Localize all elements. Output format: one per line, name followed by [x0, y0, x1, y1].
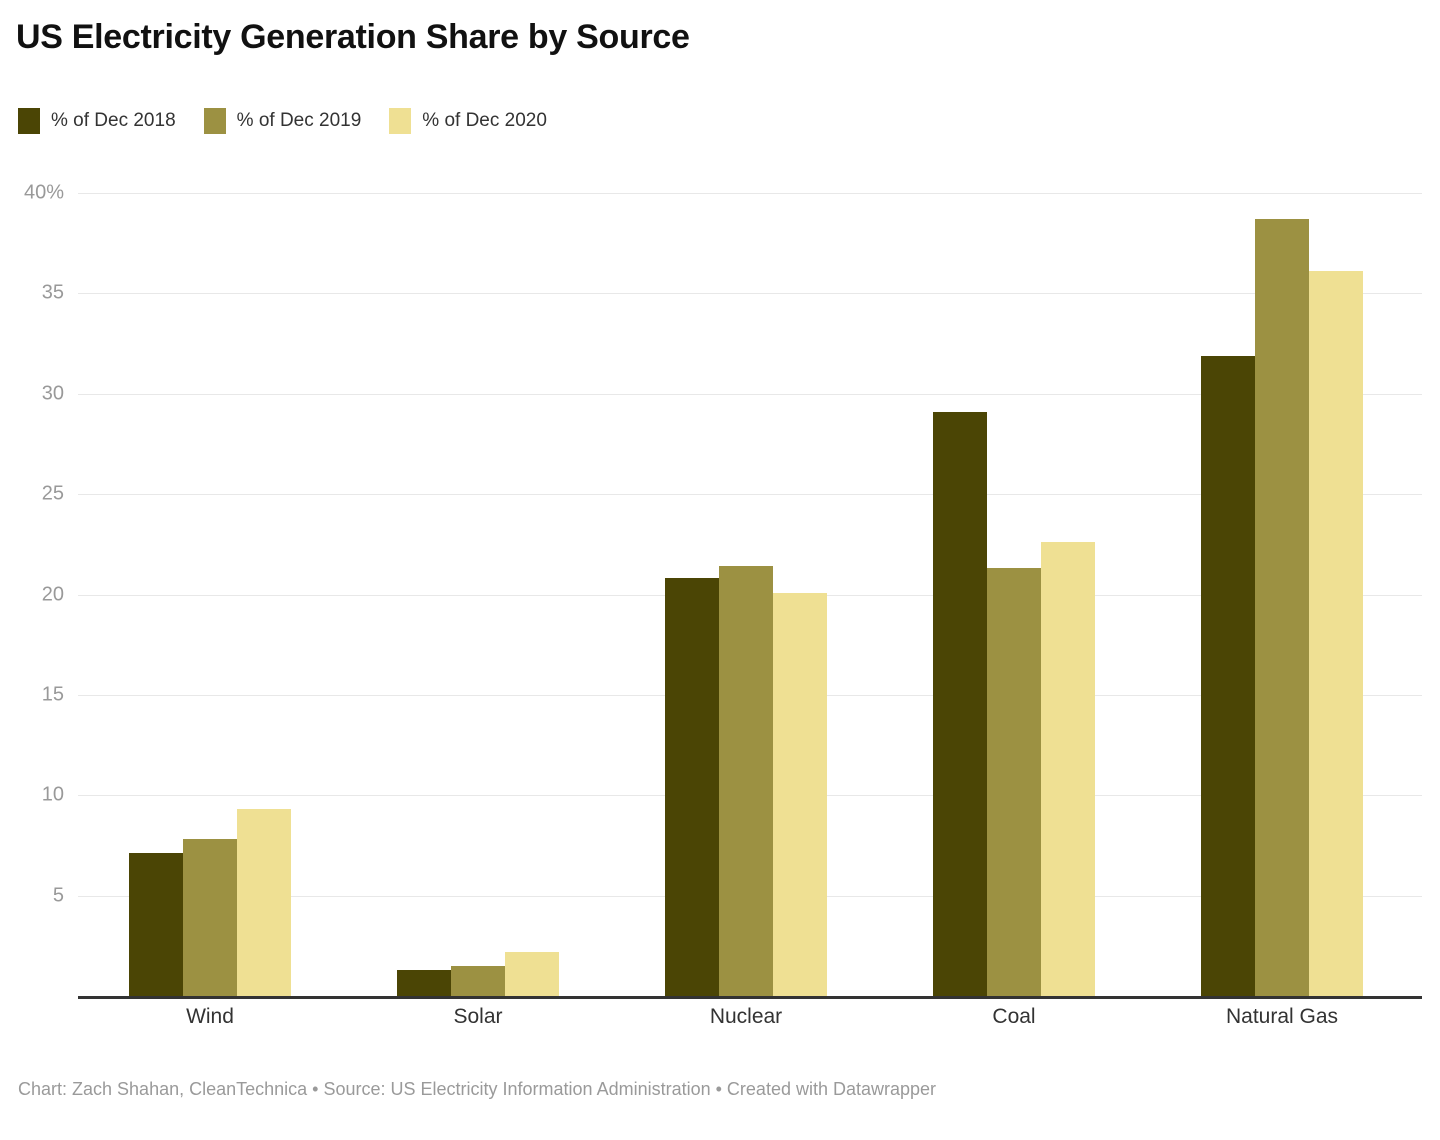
legend-swatch-icon — [389, 108, 412, 134]
gridline — [78, 193, 1422, 194]
legend-item[interactable]: % of Dec 2020 — [389, 108, 547, 134]
bar[interactable] — [397, 969, 451, 996]
bar[interactable] — [237, 809, 291, 996]
x-axis-labels: Wind Solar Nuclear Coal Natural Gas — [78, 1005, 1422, 1045]
bar[interactable] — [719, 566, 773, 996]
gridline — [78, 393, 1422, 395]
y-axis-tick-label: 35 — [41, 281, 64, 304]
y-axis-tick-label: 10 — [41, 783, 64, 806]
plot-area: 40% 35 30 25 20 15 10 5 Wind Solar Nuclear Coal Nat… — [24, 182, 1422, 1028]
y-axis-tick-label: 20 — [41, 583, 64, 605]
y-axis-tick-label: 30 — [41, 382, 64, 405]
bar[interactable] — [1255, 219, 1309, 996]
bar[interactable] — [183, 839, 237, 996]
bar[interactable] — [1309, 271, 1363, 996]
gridline — [78, 293, 1422, 295]
gridline — [78, 494, 1422, 496]
x-axis-tick-label: Nuclear — [709, 1005, 783, 1028]
y-axis-tick-label: 40% — [23, 181, 64, 204]
y-axis-tick-label: 5 — [52, 884, 64, 907]
chart-footer-credit: Chart: Zach Shahan, CleanTechnica • Sour… — [18, 1079, 937, 1099]
bar[interactable] — [1041, 542, 1095, 996]
legend-swatch-icon — [203, 108, 226, 134]
legend-label: % of Dec 2019 — [236, 110, 362, 131]
bar[interactable] — [987, 568, 1041, 996]
x-axis-tick-label: Solar — [453, 1005, 503, 1028]
chart-title: US Electricity Generation Share by Sourc… — [16, 18, 690, 56]
legend-item[interactable]: % of Dec 2019 — [203, 108, 362, 134]
x-axis-tick-label: Coal — [992, 1005, 1036, 1028]
bar[interactable] — [773, 592, 827, 996]
legend-label: % of Dec 2018 — [51, 110, 176, 131]
bar[interactable] — [1201, 355, 1255, 996]
legend-swatch-icon — [18, 108, 40, 134]
bar[interactable] — [129, 853, 183, 996]
y-axis-tick-label: 15 — [41, 683, 64, 706]
legend-item[interactable]: % of Dec 2018 — [18, 108, 176, 134]
legend-label: % of Dec 2020 — [422, 110, 547, 131]
x-axis-tick-label: Natural Gas — [1225, 1005, 1339, 1028]
bar[interactable] — [451, 965, 505, 996]
bar[interactable] — [933, 411, 987, 996]
bar[interactable] — [665, 578, 719, 996]
x-axis-line — [78, 996, 1422, 999]
bar[interactable] — [505, 951, 559, 996]
bars-group — [78, 193, 1422, 996]
y-axis-tick-label: 25 — [41, 482, 64, 505]
x-axis-tick-label: Wind — [186, 1005, 234, 1028]
chart-legend: % of Dec 2018 % of Dec 2019 % of Dec 2020 — [18, 108, 575, 134]
